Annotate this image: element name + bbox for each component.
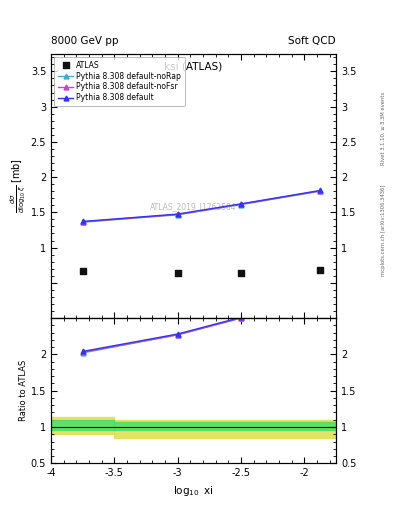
Text: ksi (ATLAS): ksi (ATLAS) (164, 61, 223, 72)
ATLAS (174, 268, 181, 276)
X-axis label: $\log_{10}$ xi: $\log_{10}$ xi (173, 484, 214, 498)
Y-axis label: Ratio to ATLAS: Ratio to ATLAS (19, 360, 28, 421)
Pythia 8.308 default-noFsr (239, 201, 243, 207)
Pythia 8.308 default-noRap (175, 211, 180, 218)
Pythia 8.308 default (239, 201, 243, 207)
ATLAS (238, 268, 244, 276)
Text: ATLAS_2019_I1762584: ATLAS_2019_I1762584 (150, 203, 237, 211)
Line: Pythia 8.308 default: Pythia 8.308 default (80, 188, 323, 224)
Pythia 8.308 default-noRap (239, 202, 243, 208)
Pythia 8.308 default (81, 219, 85, 225)
Text: 8000 GeV pp: 8000 GeV pp (51, 36, 119, 46)
Pythia 8.308 default-noFsr (175, 211, 180, 218)
Line: Pythia 8.308 default-noRap: Pythia 8.308 default-noRap (80, 189, 323, 225)
Pythia 8.308 default-noFsr (81, 219, 85, 225)
Pythia 8.308 default-noRap (318, 188, 323, 194)
Legend: ATLAS, Pythia 8.308 default-noRap, Pythia 8.308 default-noFsr, Pythia 8.308 defa: ATLAS, Pythia 8.308 default-noRap, Pythi… (54, 57, 185, 106)
ATLAS (80, 267, 86, 275)
Pythia 8.308 default (175, 211, 180, 217)
Text: Soft QCD: Soft QCD (288, 36, 336, 46)
ATLAS (317, 266, 323, 274)
Pythia 8.308 default-noRap (81, 219, 85, 225)
Text: mcplots.cern.ch [arXiv:1306.3436]: mcplots.cern.ch [arXiv:1306.3436] (381, 185, 386, 276)
Line: Pythia 8.308 default-noFsr: Pythia 8.308 default-noFsr (80, 188, 323, 224)
Text: Rivet 3.1.10, ≥ 3.3M events: Rivet 3.1.10, ≥ 3.3M events (381, 91, 386, 165)
Pythia 8.308 default (318, 187, 323, 194)
Y-axis label: $\frac{d\sigma}{d\log_{10}\xi}$ [mb]: $\frac{d\sigma}{d\log_{10}\xi}$ [mb] (9, 158, 28, 214)
Pythia 8.308 default-noFsr (318, 188, 323, 194)
